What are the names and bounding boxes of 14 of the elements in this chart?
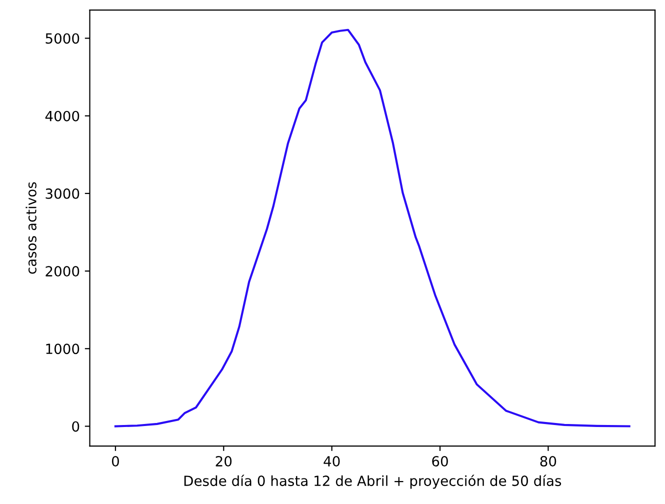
y-tick-label: 3000 (46, 188, 80, 199)
x-axis-title: Desde día 0 hasta 12 de Abril + proyección de 50 días (184, 474, 562, 489)
x-tick-label: 80 (540, 456, 556, 467)
y-tick-label: 1000 (46, 344, 80, 354)
y-tick-label: 5000 (46, 33, 80, 44)
line-series (114, 28, 630, 428)
x-tick-label: 60 (432, 456, 448, 467)
x-tick-label: 20 (216, 456, 232, 467)
y-tick-label: 4000 (45, 110, 80, 122)
y-axis-title: casos activos (26, 182, 36, 274)
y-tick-label: 0 (72, 421, 80, 432)
y-tick-label: 2000 (46, 266, 80, 277)
x-tick-label: 40 (324, 456, 340, 467)
x-tick-label: 0 (112, 456, 119, 467)
